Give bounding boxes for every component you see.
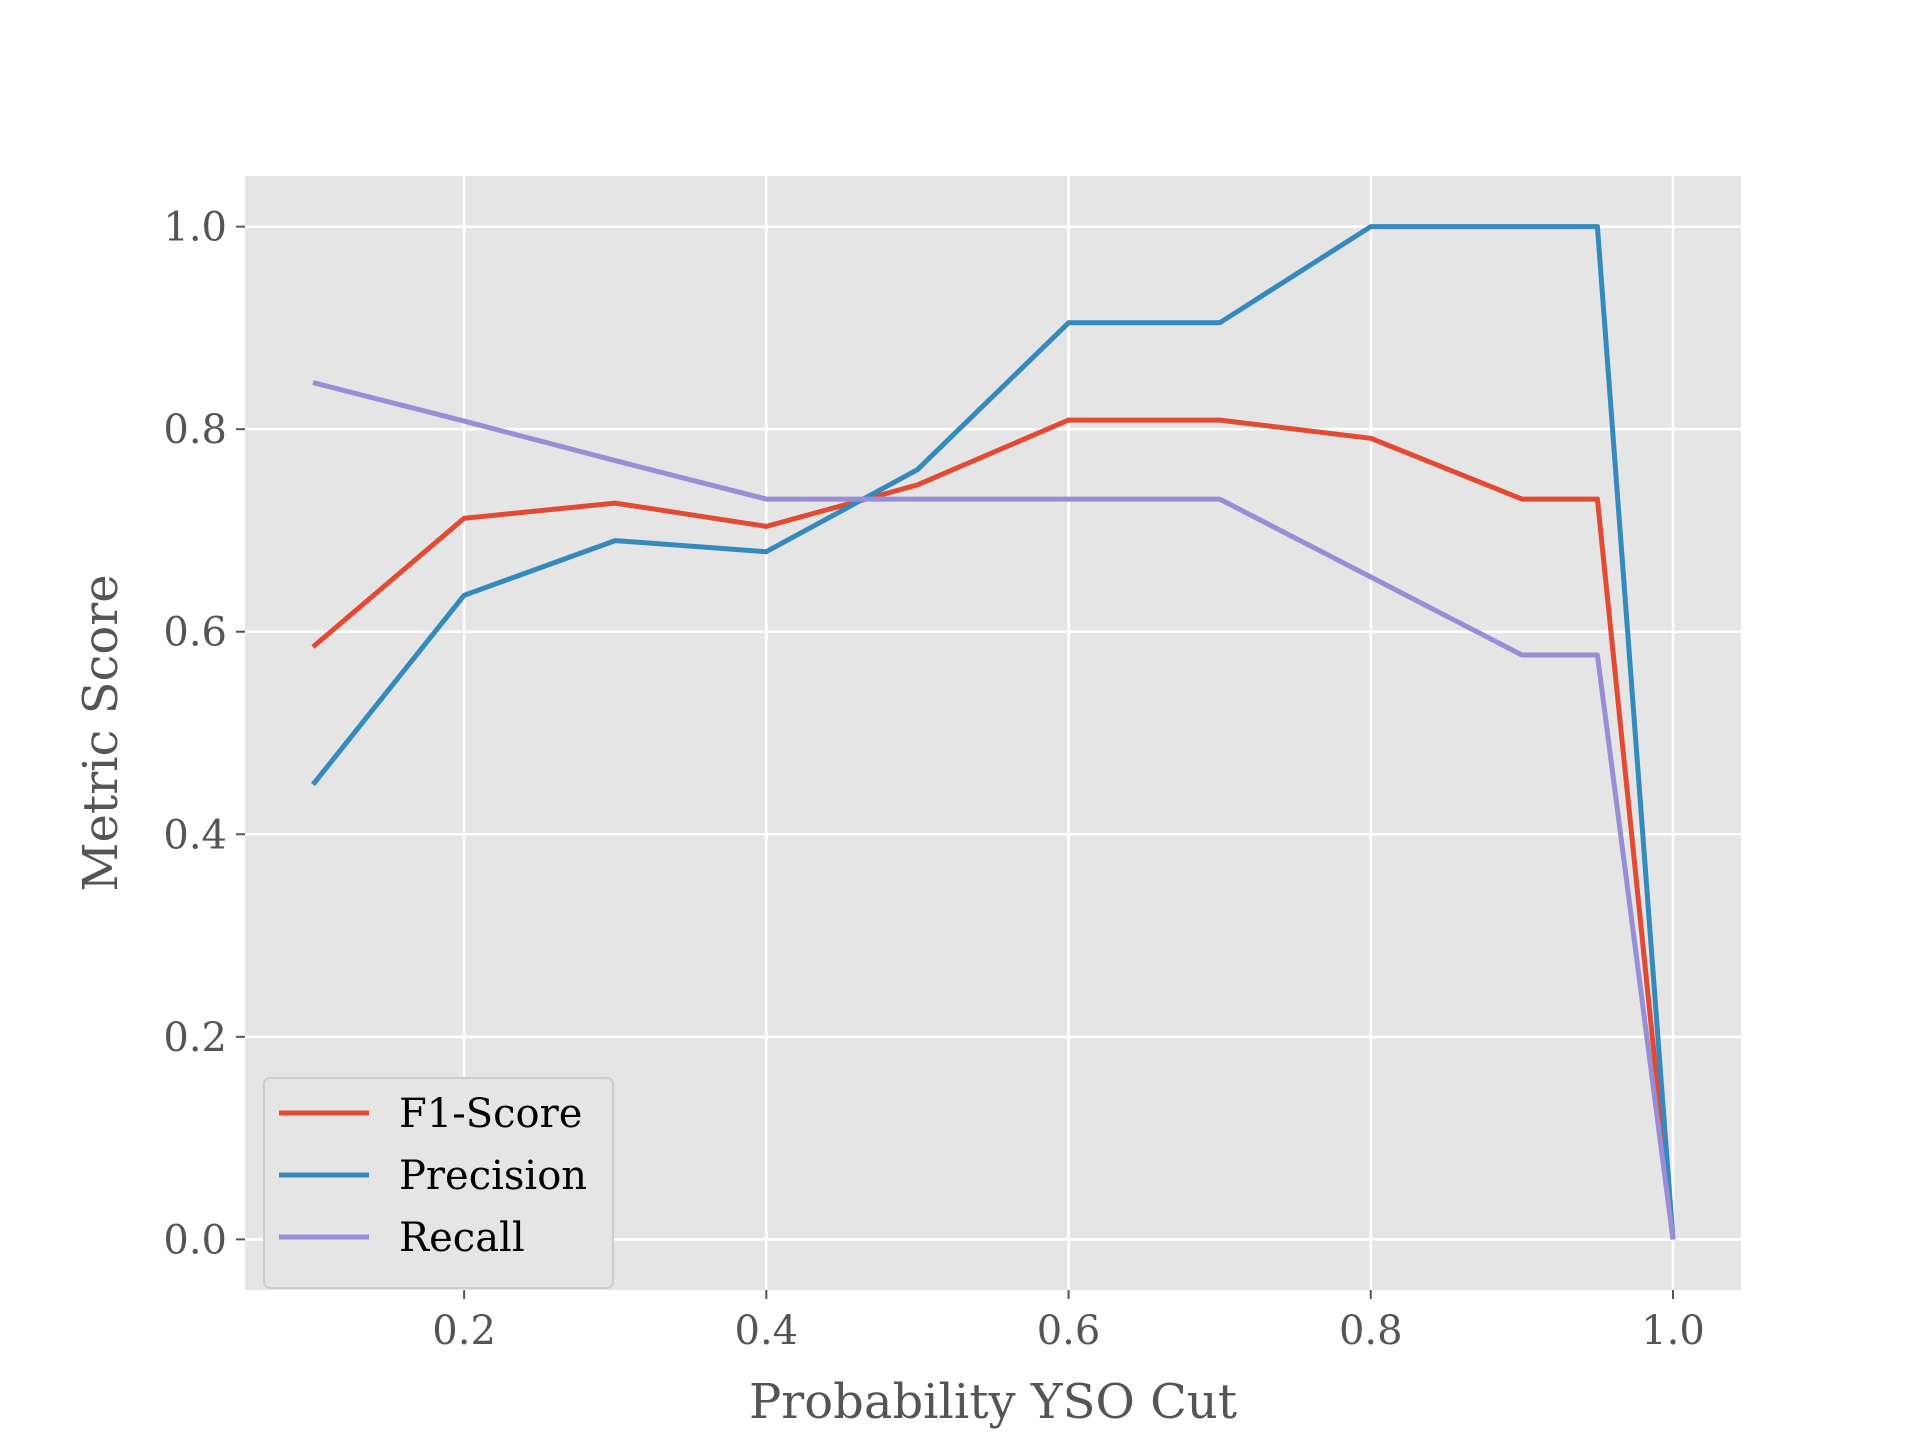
legend-label-f1-score: F1-Score	[399, 1091, 582, 1137]
y-tick-label: 0.2	[163, 1015, 227, 1061]
series-line-recall	[312, 380, 1676, 1240]
y-tick-label: 0.8	[163, 407, 227, 453]
x-tick-label: 0.2	[432, 1308, 496, 1354]
x-axis-label: Probability YSO Cut	[749, 1374, 1237, 1430]
y-tick-label: 1.0	[163, 205, 227, 251]
y-tick-label: 0.4	[163, 812, 227, 858]
series-lines	[311, 224, 1676, 1240]
y-axis-label: Metric Score	[73, 574, 129, 891]
y-tick-label: 0.6	[163, 610, 227, 656]
series-line-f1-score	[311, 417, 1676, 1240]
legend-label-precision: Precision	[399, 1153, 587, 1199]
y-tick-label: 0.0	[163, 1217, 227, 1263]
series-line-precision	[311, 224, 1676, 1240]
legend: F1-Score Precision Recall	[263, 1077, 614, 1289]
x-tick-label: 0.4	[735, 1308, 799, 1354]
x-tick-label: 0.8	[1339, 1308, 1403, 1354]
x-tick-label: 1.0	[1641, 1308, 1705, 1354]
x-axis-ticks: 0.2 0.4 0.6 0.8 1.0	[432, 1290, 1705, 1354]
x-tick-label: 0.6	[1037, 1308, 1101, 1354]
y-axis-ticks: 0.0 0.2 0.4 0.6 0.8 1.0	[163, 205, 245, 1263]
legend-label-recall: Recall	[399, 1215, 525, 1261]
